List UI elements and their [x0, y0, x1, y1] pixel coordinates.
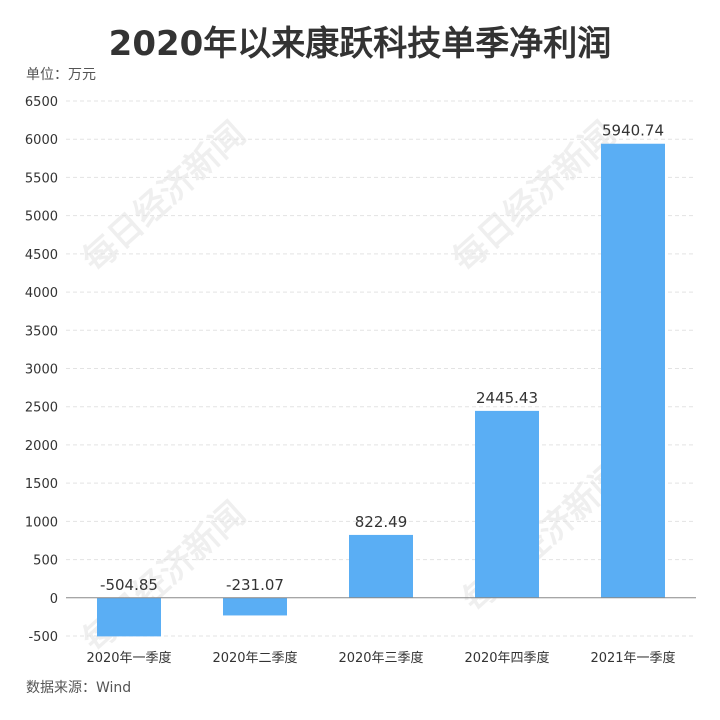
- bar: [475, 410, 539, 598]
- bar: [349, 534, 413, 598]
- y-tick-label: 0: [50, 592, 58, 607]
- bar: [97, 597, 161, 637]
- y-tick-label: 1500: [25, 477, 58, 492]
- y-tick-label: 4500: [25, 248, 58, 263]
- x-tick-label: 2020年四季度: [464, 650, 549, 666]
- data-label: 5940.74: [602, 122, 664, 140]
- data-label: -231.07: [226, 576, 284, 594]
- y-tick-label: -500: [28, 630, 58, 645]
- y-tick-label: 500: [33, 554, 58, 569]
- data-label: 2445.43: [476, 389, 538, 407]
- y-tick-label: 6000: [25, 133, 58, 148]
- x-tick-label: 2021年一季度: [590, 650, 675, 666]
- x-tick-label: 2020年二季度: [212, 650, 297, 666]
- x-tick-label: 2020年一季度: [86, 650, 171, 666]
- y-tick-label: 2500: [25, 401, 58, 416]
- y-tick-label: 3500: [25, 324, 58, 339]
- unit-label: 单位：万元: [26, 67, 96, 83]
- y-tick-label: 6500: [25, 95, 58, 110]
- chart-title: 2020年以来康跃科技单季净利润: [108, 24, 612, 64]
- source-label: 数据来源：Wind: [26, 680, 132, 696]
- y-tick-label: 5500: [25, 171, 58, 186]
- y-tick-label: 2000: [25, 439, 58, 454]
- y-tick-label: 3000: [25, 363, 58, 378]
- bar: [223, 597, 287, 616]
- x-tick-label: 2020年三季度: [338, 650, 423, 666]
- data-label: 822.49: [355, 513, 408, 531]
- bar: [601, 143, 665, 598]
- y-tick-label: 5000: [25, 210, 58, 225]
- y-tick-label: 1000: [25, 515, 58, 530]
- data-label: -504.85: [100, 576, 158, 594]
- y-tick-label: 4000: [25, 286, 58, 301]
